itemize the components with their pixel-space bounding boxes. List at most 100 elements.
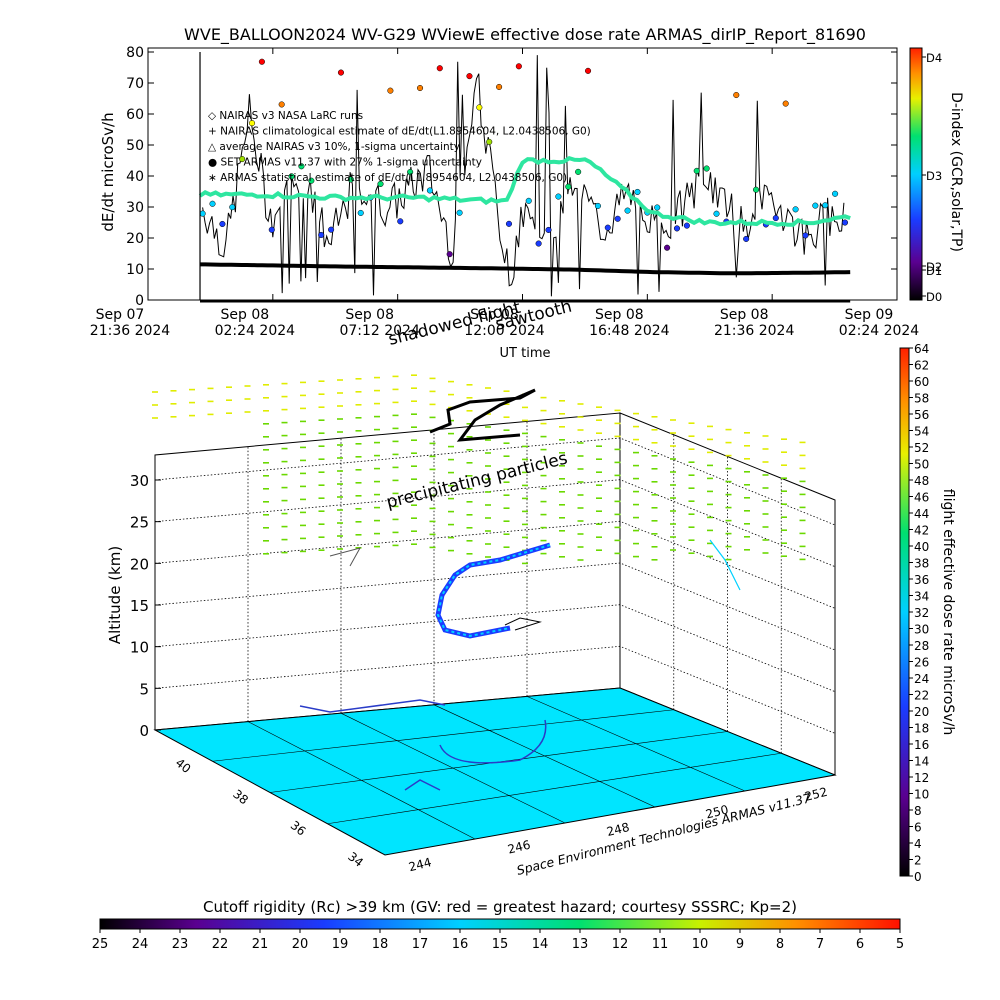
x-tick-time: 02:24 2024: [839, 323, 920, 339]
armas-point: [298, 163, 305, 170]
z-tick-label: 15: [130, 597, 149, 615]
dindex-tick-label: D2: [926, 260, 942, 274]
floor-gridline: [433, 704, 656, 808]
armas-point: [377, 180, 384, 188]
cutoff-tick-label: 8: [776, 937, 784, 952]
floor-gridline: [247, 721, 476, 840]
dose-tick-label: 6: [914, 821, 922, 835]
armas-point: [318, 231, 325, 239]
x-tick-date: Sep 07: [96, 307, 145, 323]
armas-point: [713, 210, 720, 217]
top-data-marks: [198, 52, 851, 303]
armas-point: [634, 188, 641, 196]
cutoff-tick-label: 14: [532, 937, 549, 952]
armas-point: [733, 91, 740, 99]
dindex-tick-label: D1: [926, 264, 942, 278]
nairas-clim-line: [198, 156, 851, 227]
armas-point: [466, 73, 473, 80]
armas-point: [258, 58, 265, 65]
x-tick-time: 12:00 2024: [464, 323, 545, 339]
flight-track-shadow: [329, 547, 362, 567]
armas-point: [347, 176, 354, 183]
armas-point: [683, 222, 690, 229]
armas-point: [496, 83, 503, 91]
x-tick-date: Sep 08: [345, 307, 394, 323]
armas-point: [822, 202, 829, 209]
armas-point: [752, 186, 760, 193]
dose-tick-label: 52: [914, 441, 929, 455]
armas-point: [357, 209, 364, 217]
armas-trace: [202, 55, 845, 297]
altitude-gridline: [154, 520, 836, 609]
armas-point: [456, 209, 463, 216]
z-tick-label: 25: [130, 514, 149, 532]
lon-tick-label: 248: [605, 820, 631, 839]
armas-point: [545, 226, 552, 234]
armas-point: [387, 87, 394, 94]
flight-track-end: [504, 617, 542, 631]
armas-point: [328, 226, 335, 233]
armas-point: [505, 220, 513, 227]
dose-tick-label: 50: [914, 458, 929, 472]
dose-tick-label: 46: [914, 491, 929, 505]
dose-tick-label: 54: [914, 425, 929, 439]
armas-point: [397, 218, 404, 225]
legend-entry: △ average NAIRAS v3 10%, 1-sigma uncerta…: [208, 141, 460, 153]
armas-point: [565, 183, 572, 190]
armas-point: [624, 207, 631, 214]
dose-tick-label: 24: [914, 672, 929, 686]
y-tick-label: 60: [126, 107, 144, 123]
dindex-colorbar: [909, 47, 923, 301]
x-tick-date: Sep 09: [845, 307, 894, 323]
armas-point: [535, 240, 542, 247]
dose-tick-label: 36: [914, 573, 929, 587]
dindex-tick-label: D4: [926, 51, 942, 65]
y-tick-label: 0: [135, 293, 144, 309]
armas-point: [288, 173, 295, 180]
x-tick-time: 07:12 2024: [339, 323, 420, 339]
x-tick-date: Sep 08: [595, 307, 644, 323]
lon-tick-label: 244: [407, 855, 433, 874]
cutoff-ticks: 25 24 23 22 21 20 19 18 17 16 15 14 13 12 11 10 9 8 7 6 5: [92, 929, 904, 952]
cutoff-tick-label: 20: [292, 937, 309, 952]
floor-gridline: [526, 696, 746, 792]
armas-point: [841, 219, 849, 226]
dose-tick-label: 62: [914, 359, 929, 373]
cutoff-tick-label: 24: [132, 937, 149, 952]
floor-gridline: [340, 712, 566, 824]
floor-gridline: [212, 709, 674, 762]
lon-tick-label: 252: [803, 785, 829, 804]
3d-flight-marks: [152, 374, 806, 791]
armas-point: [239, 156, 246, 163]
lat-tick-label: 38: [230, 787, 251, 807]
lat-tick-label: 36: [288, 818, 309, 838]
altitude-gridline: [154, 437, 836, 526]
legend-entry: ● SET ARMAS v11.37 with 27% 1-sigma unce…: [208, 157, 482, 169]
top-x-label: UT time: [500, 346, 551, 361]
cutoff-tick-label: 23: [172, 937, 189, 952]
armas-point: [575, 168, 582, 175]
y-tick-label: 20: [126, 231, 144, 247]
armas-point: [693, 167, 700, 174]
dose-tick-label: 40: [914, 540, 929, 554]
dose-tick-label: 22: [914, 689, 929, 703]
z-tick-label: 0: [139, 722, 149, 740]
y-tick-label: 30: [126, 200, 144, 216]
x-tick-date: Sep 08: [470, 307, 519, 323]
dose-colorbar-label: flight effective dose rate microSv/h: [940, 489, 956, 735]
cutoff-tick-label: 18: [372, 937, 389, 952]
armas-point: [743, 235, 750, 242]
cutoff-tick-label: 11: [652, 937, 669, 952]
legend-entry: ∗ ARMAS statistical estimate of dE/dt(L1…: [208, 172, 567, 184]
lat-tick-label: 34: [345, 849, 366, 869]
altitude-label: Altitude (km): [106, 546, 124, 644]
dose-tick-label: 42: [914, 524, 929, 538]
cutoff-tick-label: 22: [212, 937, 229, 952]
x-tick-time: 21:36 2024: [90, 323, 171, 339]
armas-point: [614, 215, 621, 222]
dindex-tick-label: D3: [926, 169, 942, 183]
y-tick-label: 40: [126, 169, 144, 185]
armas-point: [772, 215, 779, 222]
dose-tick-label: 20: [914, 705, 929, 719]
